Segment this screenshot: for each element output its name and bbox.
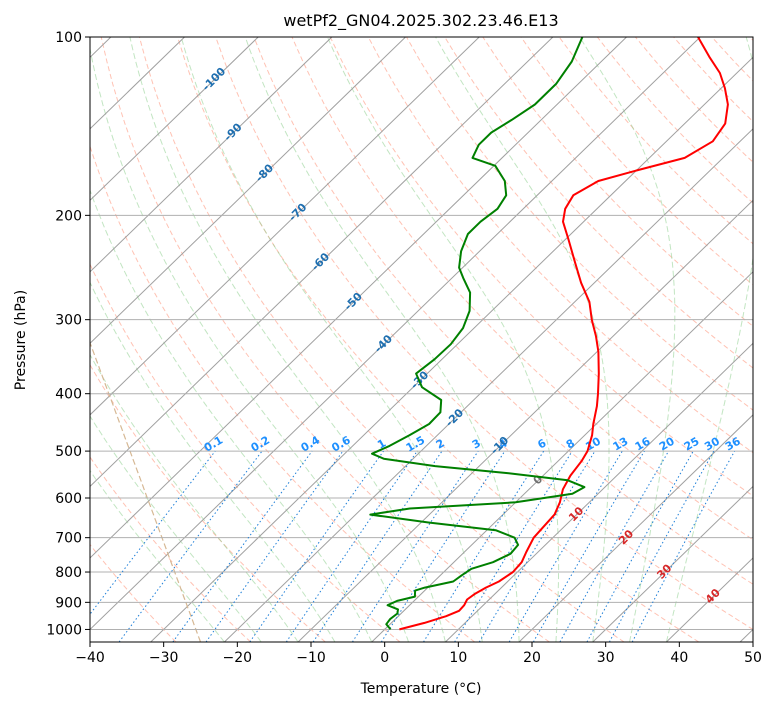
x-tick-label: 20 (523, 650, 541, 666)
x-tick-label: 50 (744, 650, 762, 666)
y-tick-label: 1000 (46, 622, 82, 638)
y-tick-label: 300 (55, 313, 82, 329)
x-tick-label: −40 (75, 650, 105, 666)
x-tick-label: 40 (670, 650, 688, 666)
chart-title: wetPf2_GN04.2025.302.23.46.E13 (283, 11, 558, 31)
y-tick-label: 100 (55, 30, 82, 46)
x-tick-label: 0 (380, 650, 389, 666)
x-tick-label: 10 (449, 650, 467, 666)
x-tick-label: −10 (296, 650, 326, 666)
x-axis-label: Temperature (°C) (360, 681, 482, 697)
x-tick-label: 30 (597, 650, 615, 666)
x-tick-label: −20 (223, 650, 253, 666)
y-tick-label: 600 (55, 491, 82, 507)
x-tick-label: −30 (149, 650, 179, 666)
y-tick-label: 700 (55, 531, 82, 547)
y-tick-label: 400 (55, 387, 82, 403)
y-tick-label: 200 (55, 208, 82, 224)
y-tick-label: 800 (55, 565, 82, 581)
y-tick-label: 900 (55, 595, 82, 611)
y-axis-label: Pressure (hPa) (13, 290, 29, 390)
y-tick-label: 500 (55, 444, 82, 460)
